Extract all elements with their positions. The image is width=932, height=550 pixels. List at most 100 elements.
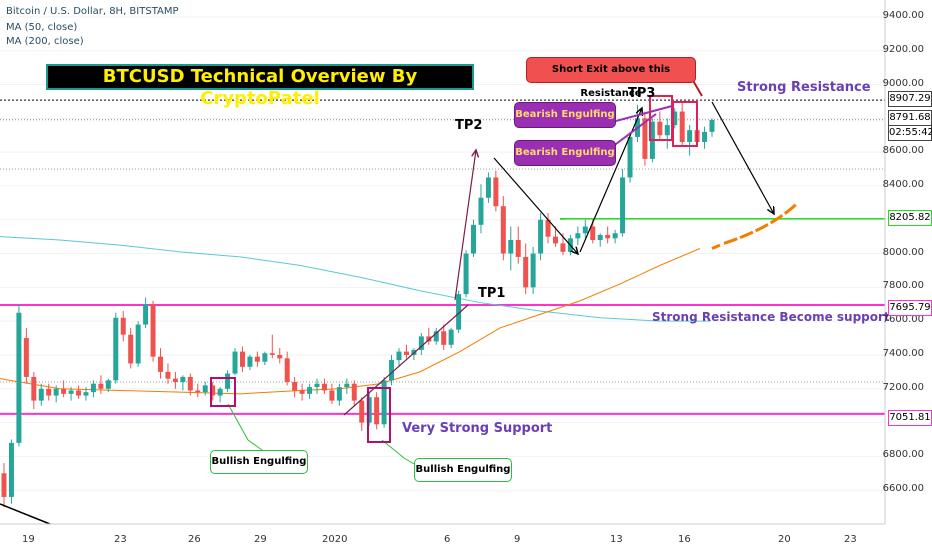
candle-body (590, 226, 596, 241)
candle-body (262, 353, 268, 362)
price-tick-label: 7200.00 (882, 381, 924, 393)
candle-body (225, 373, 231, 389)
trend-drawings (0, 71, 774, 525)
time-tick-label: 9 (514, 534, 521, 545)
callout-pointer (227, 403, 263, 451)
candle-body (620, 177, 626, 234)
time-tick-label: 23 (114, 534, 127, 545)
price-tick-label: 6600.00 (882, 483, 924, 495)
candle-body (605, 234, 611, 239)
bullish-engulfing-callout-2: Bullish Engulfing (414, 458, 512, 482)
candle-body (471, 224, 477, 254)
candle-body (687, 130, 693, 142)
candle-body (523, 256, 529, 288)
trend-arrow-up (343, 304, 469, 416)
candle-body (61, 388, 67, 394)
candle-body (38, 388, 44, 401)
candle-body (679, 111, 685, 142)
candle-body (1, 473, 7, 497)
candle-body (403, 351, 409, 355)
candle-body (485, 177, 491, 198)
price-tick-label: 8600.00 (882, 145, 924, 157)
candle-body (68, 390, 74, 394)
grid-lines (0, 16, 885, 491)
price-tick-label: 7400.00 (882, 347, 924, 359)
callout-pointer (381, 439, 415, 465)
tp2-label: TP2 (455, 118, 483, 133)
candle-body (172, 378, 178, 383)
candle-body (113, 317, 119, 381)
candle-body (83, 392, 89, 396)
bearish-engulfing-callout-2: Bearish Engulfing (514, 140, 616, 166)
candle-body (329, 390, 335, 401)
candle-body (552, 236, 558, 244)
candle-body (627, 136, 633, 178)
candle-body (560, 243, 566, 252)
bearish-engulfing-box (672, 101, 698, 147)
time-tick-label: 16 (678, 534, 691, 545)
price-tick-label: 9000.00 (882, 77, 924, 89)
time-tick-label: 26 (188, 534, 201, 545)
candle-body (269, 353, 275, 355)
strong-resistance-label: Strong Resistance (737, 80, 871, 95)
candle-body (396, 351, 402, 361)
candle-body (150, 304, 156, 357)
candle-body (128, 334, 134, 364)
time-tick-label: 6 (444, 534, 451, 545)
candle-body (702, 131, 708, 142)
price-tick-label: 6800.00 (882, 449, 924, 461)
candle-body (426, 336, 432, 342)
bullish-engulfing-box (367, 387, 391, 443)
trend-arrow-down (493, 157, 578, 254)
pattern-boxes (210, 95, 698, 443)
chart-title-banner: BTCUSD Technical Overview By CryptoPatel (46, 64, 474, 109)
price-tick-label: 9400.00 (882, 9, 924, 21)
candle-body (135, 324, 141, 364)
candle-body (314, 383, 320, 388)
candle-body (500, 206, 506, 254)
candle-body (657, 121, 663, 136)
candle-body (8, 442, 14, 497)
candle-body (709, 120, 715, 132)
candle-body (418, 336, 424, 350)
price-tick-label: 9200.00 (882, 43, 924, 55)
candle-body (307, 387, 313, 394)
candle-body (359, 400, 365, 423)
candle-body (508, 240, 514, 254)
candle-body (46, 388, 52, 396)
candle-body (232, 351, 238, 374)
time-tick-label: 13 (610, 534, 623, 545)
trend-arrow-tp3 (579, 108, 642, 253)
candle-body (247, 356, 253, 367)
trend-arrow-target (711, 101, 774, 214)
candle-body (433, 331, 439, 342)
candle-body (90, 383, 96, 393)
tp3-label: TP3 (628, 86, 656, 101)
time-tick-label: 23 (844, 534, 857, 545)
candle-body (545, 219, 551, 237)
candle-body (120, 317, 126, 335)
candle-body (493, 177, 499, 207)
candle-body (664, 125, 670, 136)
candle-body (143, 304, 149, 325)
candle-body (284, 358, 290, 383)
short-exit-callout: Short Exit above this Resistance (526, 57, 696, 99)
candle-body (217, 388, 223, 396)
candle-body (210, 385, 216, 396)
trend-arrow-tp2 (454, 150, 476, 301)
callout-pointer (615, 105, 673, 122)
candle-body (538, 219, 544, 254)
candle-body (366, 397, 372, 423)
candle-body (76, 390, 82, 396)
trendline (0, 503, 51, 525)
candle-body (582, 226, 588, 234)
price-tag-countdown: 02:55:42 (888, 125, 932, 141)
time-tick-label: 2020 (322, 534, 348, 545)
candle-body (299, 390, 305, 394)
bullish-engulfing-callout-1: Bullish Engulfing (210, 450, 308, 474)
candle-body (195, 390, 201, 393)
candle-body (351, 383, 357, 401)
bullish-engulfing-box (210, 377, 236, 407)
candle-body (98, 383, 104, 389)
